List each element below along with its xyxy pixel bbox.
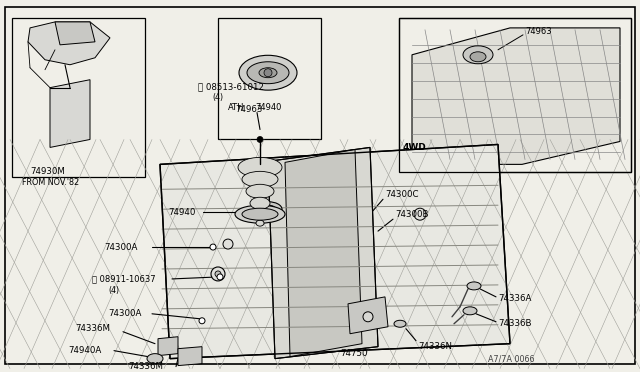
Text: 74300A: 74300A xyxy=(108,309,141,318)
Polygon shape xyxy=(28,22,110,65)
Text: 74940: 74940 xyxy=(255,103,282,112)
Text: 74336N: 74336N xyxy=(418,342,452,351)
Ellipse shape xyxy=(235,205,285,223)
Polygon shape xyxy=(285,150,362,357)
Ellipse shape xyxy=(239,55,297,90)
Ellipse shape xyxy=(250,197,270,209)
Circle shape xyxy=(217,274,223,280)
Ellipse shape xyxy=(470,52,486,62)
Text: FROM NOV.'82: FROM NOV.'82 xyxy=(22,178,79,187)
Text: A7/7A 0066: A7/7A 0066 xyxy=(488,354,534,363)
Polygon shape xyxy=(268,147,378,359)
Ellipse shape xyxy=(463,307,477,315)
Text: 74336M: 74336M xyxy=(128,362,163,371)
Text: (4): (4) xyxy=(108,286,119,295)
Text: 74300C: 74300C xyxy=(385,190,419,199)
Polygon shape xyxy=(178,347,202,366)
Text: 74300B: 74300B xyxy=(395,210,429,219)
Circle shape xyxy=(257,137,263,142)
Ellipse shape xyxy=(246,184,274,198)
Text: Ⓝ 08911-10637: Ⓝ 08911-10637 xyxy=(92,275,156,283)
Bar xyxy=(399,18,631,172)
Text: Ⓢ 08513-61012: Ⓢ 08513-61012 xyxy=(198,82,264,91)
Text: 74940A: 74940A xyxy=(68,346,101,355)
Text: 74963: 74963 xyxy=(525,28,552,36)
Bar xyxy=(12,18,145,177)
Polygon shape xyxy=(348,297,388,334)
Circle shape xyxy=(210,244,216,250)
Text: 4WD: 4WD xyxy=(403,143,427,152)
Text: 74336A: 74336A xyxy=(498,294,531,303)
Text: 74930M: 74930M xyxy=(30,167,65,176)
Text: ATH: ATH xyxy=(228,103,244,112)
Ellipse shape xyxy=(463,46,493,64)
Text: 74940: 74940 xyxy=(168,208,195,217)
Ellipse shape xyxy=(256,220,264,226)
Ellipse shape xyxy=(253,209,267,219)
Ellipse shape xyxy=(242,208,278,220)
Bar xyxy=(218,18,321,140)
Ellipse shape xyxy=(247,62,289,84)
Circle shape xyxy=(223,239,233,249)
Text: 74300A: 74300A xyxy=(104,243,138,251)
Text: 74963: 74963 xyxy=(235,105,262,114)
Polygon shape xyxy=(158,337,178,356)
Ellipse shape xyxy=(467,282,481,290)
Polygon shape xyxy=(160,144,510,359)
Circle shape xyxy=(199,318,205,324)
Ellipse shape xyxy=(259,68,277,78)
Ellipse shape xyxy=(242,171,278,187)
Polygon shape xyxy=(412,28,620,164)
Polygon shape xyxy=(50,80,90,147)
Ellipse shape xyxy=(254,202,282,217)
Bar xyxy=(399,18,631,172)
Text: 74336M: 74336M xyxy=(75,324,110,333)
Ellipse shape xyxy=(394,320,406,327)
Circle shape xyxy=(363,312,373,322)
Text: (4): (4) xyxy=(212,93,223,102)
Polygon shape xyxy=(55,22,95,45)
Circle shape xyxy=(215,271,221,277)
Ellipse shape xyxy=(147,354,163,363)
Text: 74750: 74750 xyxy=(340,349,367,358)
Circle shape xyxy=(264,69,272,77)
Ellipse shape xyxy=(238,157,282,177)
Text: 74336B: 74336B xyxy=(498,319,531,328)
Circle shape xyxy=(414,208,426,220)
Ellipse shape xyxy=(260,205,276,213)
Circle shape xyxy=(211,267,225,281)
